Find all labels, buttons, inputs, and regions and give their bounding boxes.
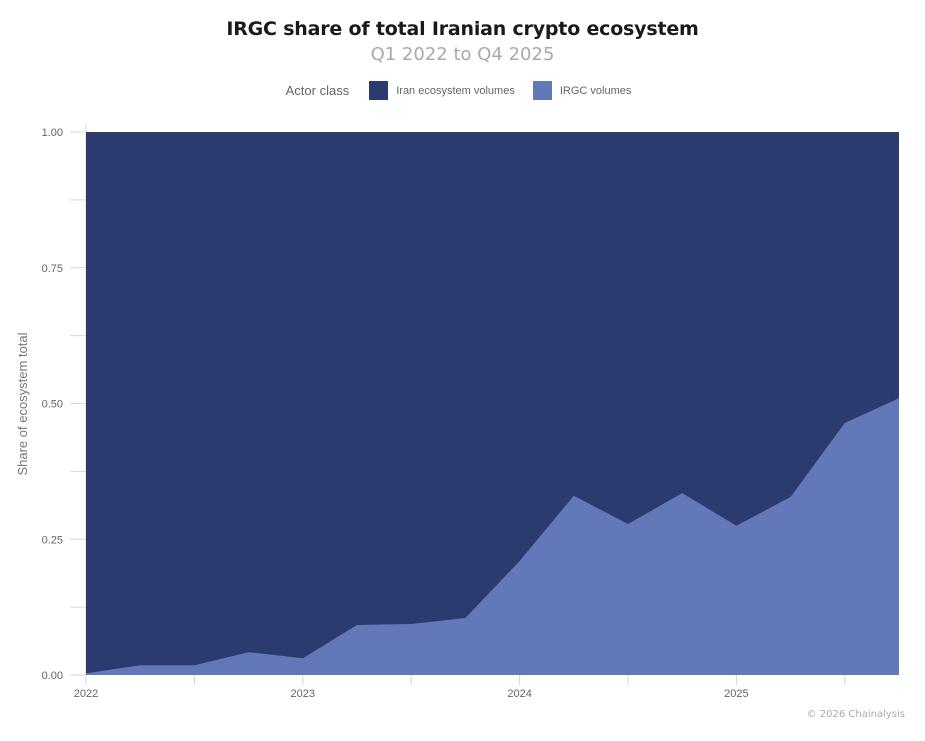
y-tick-label: 0.00: [42, 670, 63, 682]
x-tick-label: 2022: [74, 688, 98, 700]
irgc-area: [86, 398, 899, 675]
x-tick-label: 2024: [507, 688, 531, 700]
y-tick-label: 0.50: [42, 399, 63, 411]
y-tick-label: 1.00: [42, 127, 63, 139]
legend-item-iran-ecosystem[interactable]: Iran ecosystem volumes: [369, 81, 515, 100]
legend-label: Iran ecosystem volumes: [396, 84, 515, 97]
legend-title: Actor class: [285, 83, 350, 98]
y-axis-title: Share of ecosystem total: [15, 332, 30, 475]
legend: Actor class Iran ecosystem volumes IRGC …: [0, 81, 925, 100]
x-axis: 2022 2023 2024 2025: [74, 675, 846, 700]
legend-swatch-icon: [369, 81, 389, 100]
credit: © 2026 Chainalysis: [806, 709, 905, 720]
chart-title: IRGC share of total Iranian crypto ecosy…: [226, 18, 699, 40]
y-tick-label: 0.75: [42, 263, 63, 275]
legend-item-irgc[interactable]: IRGC volumes: [532, 81, 632, 100]
x-tick-label: 2023: [291, 688, 315, 700]
legend-label: IRGC volumes: [559, 84, 632, 97]
x-tick-label: 2025: [724, 688, 748, 700]
y-axis: 0.00 0.25 0.50 0.75 1.00: [42, 124, 87, 682]
legend-swatch-icon: [532, 81, 552, 100]
y-tick-label: 0.25: [42, 534, 63, 546]
chart-subtitle: Q1 2022 to Q4 2025: [370, 44, 555, 65]
